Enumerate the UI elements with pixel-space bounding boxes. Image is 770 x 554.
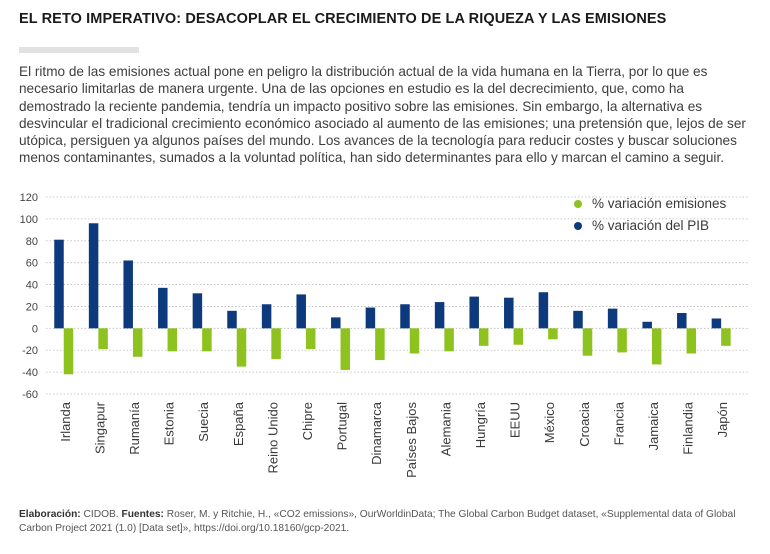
y-tick-label: 40 (26, 280, 38, 292)
x-tick-label: Singapur (92, 401, 107, 454)
bar-pib (642, 321, 652, 329)
bar-emisiones (721, 328, 731, 346)
y-tick-label: -20 (22, 345, 38, 357)
x-tick-label: Francia (611, 401, 626, 445)
y-tick-label: 20 (26, 301, 38, 313)
bar-pib (469, 296, 479, 329)
title-underline (19, 47, 139, 53)
x-tick-label: Irlanda (58, 401, 73, 442)
x-tick-label: Países Bajos (404, 402, 419, 478)
legend-swatch (574, 222, 582, 230)
x-tick-label: Japón (715, 402, 730, 437)
y-tick-label: -40 (22, 367, 38, 379)
x-tick-label: Hungría (473, 401, 488, 448)
legend: % variación emisiones % variación del PIB (574, 196, 727, 233)
bar-emisiones (582, 328, 593, 356)
y-axis-ticks: 120 100 80 60 40 20 0 -20 -40 -60 (20, 192, 38, 401)
x-tick-label: España (231, 401, 246, 446)
intro-paragraph: El ritmo de las emisiones actual pone en… (19, 64, 746, 166)
bar-emisiones (98, 328, 108, 350)
x-tick-label: Dinamarca (369, 401, 384, 465)
bar-pib (261, 304, 272, 329)
x-tick-label: Jamaica (646, 401, 661, 450)
footer-text-elaboracion: CIDOB. (80, 509, 122, 520)
y-tick-label: 60 (26, 258, 38, 270)
x-tick-label: Reino Unido (265, 402, 280, 474)
y-tick-label: 100 (20, 214, 38, 226)
bar-emisiones (305, 328, 316, 350)
x-tick-label: Estonia (162, 401, 177, 445)
x-tick-label: EEUU (508, 402, 523, 438)
bar-emisiones (686, 328, 697, 354)
bar-emisiones (271, 328, 281, 359)
x-tick-label: México (542, 402, 557, 443)
bar-pib (192, 293, 203, 329)
bar-pib (227, 310, 237, 329)
bar-pib (296, 294, 306, 329)
bar-pib (607, 308, 618, 329)
bar-pib (573, 310, 583, 329)
footer-text-fuentes: Roser, M. y Ritchie, H., «CO2 emissions»… (19, 509, 736, 534)
bar-emisiones (340, 328, 351, 370)
bar-emisiones (167, 328, 178, 352)
bar-emisiones (63, 328, 74, 375)
bar-emisiones (409, 328, 420, 354)
legend-swatch (574, 200, 582, 208)
bar-emisiones (513, 328, 524, 345)
legend-label: % variación emisiones (592, 196, 727, 211)
x-tick-label: Croacia (577, 401, 592, 447)
bar-pib (331, 317, 341, 329)
chart-title: EL RETO IMPERATIVO: DESACOPLAR EL CRECIM… (19, 11, 667, 27)
footer-sources: Elaboración: CIDOB. Fuentes: Roser, M. y… (19, 508, 759, 535)
y-tick-label: 80 (26, 236, 38, 248)
bar-pib (400, 304, 410, 329)
y-tick-label: -60 (22, 389, 38, 401)
footer-label-fuentes: Fuentes: (121, 509, 164, 520)
x-tick-label: Suecia (196, 401, 211, 442)
bar-pib (504, 297, 514, 329)
bar-emisiones (236, 328, 247, 367)
footer-label-elaboracion: Elaboración: (19, 509, 81, 520)
bar-pib (711, 318, 722, 329)
bar-pib (365, 307, 376, 329)
bar-emisiones (617, 328, 627, 353)
bar-emisiones (651, 328, 662, 365)
x-axis-labels: Irlanda Singapur Rumanía Estonia Suecia Españ… (58, 401, 730, 478)
x-tick-label: Finlandia (681, 401, 696, 455)
bar-emisiones (375, 328, 385, 361)
bar-pib (123, 260, 133, 329)
bars (54, 223, 731, 375)
x-tick-label: Portugal (335, 402, 350, 451)
bar-emisiones (444, 328, 454, 352)
bar-pib (538, 292, 549, 329)
bar-pib (54, 239, 64, 329)
y-tick-label: 120 (20, 192, 38, 204)
legend-label: % variación del PIB (592, 218, 709, 233)
bar-emisiones (548, 328, 558, 340)
bar-pib (158, 287, 168, 329)
bar-pib (88, 223, 99, 329)
x-tick-label: Chipre (300, 402, 315, 440)
x-tick-label: Rumanía (127, 401, 142, 455)
bar-emisiones (202, 328, 212, 352)
bar-pib (677, 313, 687, 329)
bar-emisiones (478, 328, 489, 346)
bar-emisiones (132, 328, 143, 357)
bar-pib (434, 302, 445, 329)
x-tick-label: Alemania (438, 401, 453, 456)
y-tick-label: 0 (32, 323, 38, 335)
bar-chart: 120 100 80 60 40 20 0 -20 -40 -60 Irlanda Singapur… (20, 192, 748, 478)
